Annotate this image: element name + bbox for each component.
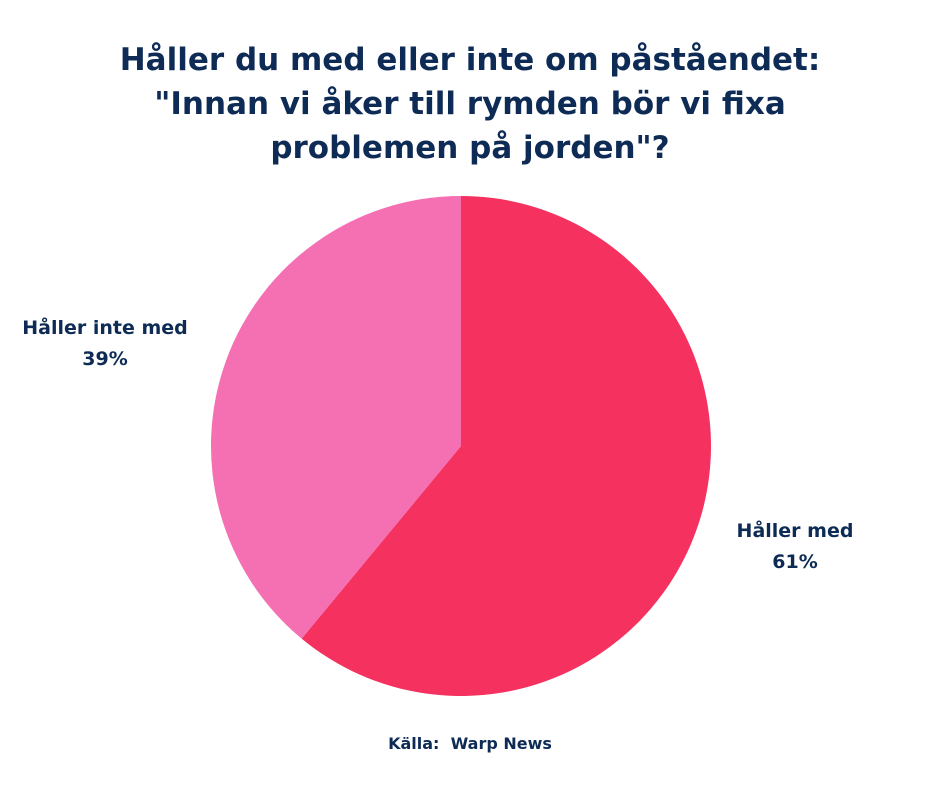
slice-label-haller-med: Håller med 61% — [705, 516, 885, 578]
slice-label-haller-inte-med: Håller inte med 39% — [15, 313, 195, 375]
chart-title: Håller du med eller inte om påståendet: … — [40, 38, 900, 170]
source-note: Källa: Warp News — [388, 734, 552, 753]
slice-label-haller-med-value: 61% — [772, 551, 818, 573]
chart-title-line-2: "Innan vi åker till rymden bör vi fixa — [154, 86, 786, 122]
slice-label-haller-inte-med-value: 39% — [82, 348, 128, 370]
pie-slice-haller-inte-med — [210, 196, 461, 639]
slice-label-haller-inte-med-name: Håller inte med — [22, 317, 188, 339]
chart-title-line-1: Håller du med eller inte om påståendet: — [119, 42, 821, 78]
pie-slice-haller-med — [301, 196, 711, 696]
slice-label-haller-med-name: Håller med — [736, 520, 854, 542]
chart-title-line-3: problemen på jorden"? — [270, 130, 670, 166]
